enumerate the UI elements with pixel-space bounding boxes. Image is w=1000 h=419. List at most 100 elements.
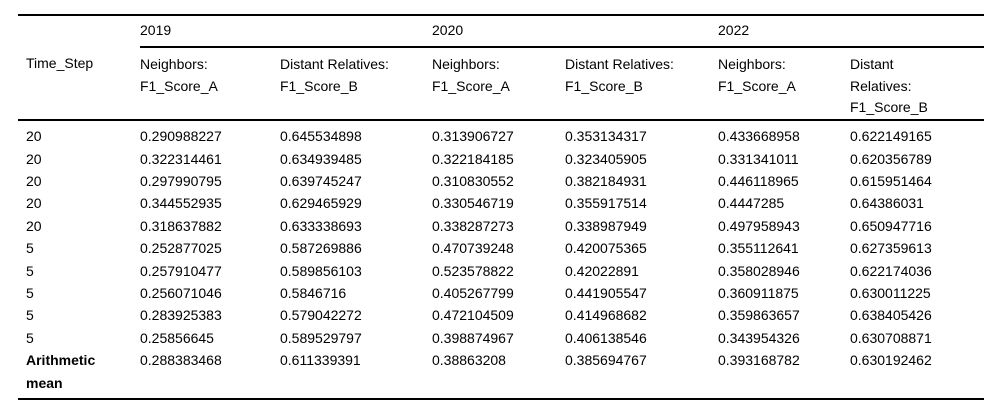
value-cell: 0.393168782: [718, 352, 800, 369]
value-cell: 0.283925383: [140, 307, 222, 324]
group-header-row: 2019 2020 2022: [18, 15, 984, 48]
row-label: 20: [26, 195, 42, 212]
value-cell: 0.420075365: [565, 240, 647, 257]
value-cell: 0.385694767: [565, 352, 647, 369]
table-header: 2019 2020 2022 Time_Step Neighbors: F1_S…: [18, 15, 984, 122]
value-cell: 0.338987949: [565, 217, 647, 234]
column-header-2020-distant-relatives: Distant Relatives: F1_Score_B: [565, 47, 718, 122]
value-cell: 0.290988227: [140, 128, 222, 145]
value-cell: 0.630011225: [850, 284, 931, 301]
column-header-2022-neighbors: Neighbors: F1_Score_A: [718, 47, 850, 122]
row-label: 5: [26, 262, 34, 279]
table-row: Arithmetic mean 0.288383468 0.611339391 0.…: [18, 349, 984, 399]
table-row: 5 0.25856645 0.589529797 0.398874967 0.4061…: [18, 327, 984, 349]
value-cell: 0.630708871: [850, 329, 932, 346]
value-cell: 0.579042272: [280, 307, 362, 324]
column-header-2019-distant-relatives: Distant Relatives: F1_Score_B: [280, 47, 432, 122]
group-header-2022: 2022: [718, 15, 984, 48]
value-cell: 0.358028946: [718, 262, 800, 279]
value-cell: 0.470739248: [432, 240, 514, 257]
value-cell: 0.257910477: [140, 262, 222, 279]
value-cell: 0.331341011: [718, 150, 799, 167]
value-cell: 0.589529797: [280, 329, 362, 346]
value-cell: 0.615951464: [850, 172, 932, 189]
value-cell: 0.441905547: [565, 284, 647, 301]
value-cell: 0.313906727: [432, 128, 514, 145]
value-cell: 0.629465929: [280, 195, 362, 212]
value-cell: 0.330546719: [432, 195, 514, 212]
value-cell: 0.523578822: [432, 262, 514, 279]
value-cell: 0.359863657: [718, 307, 800, 324]
table-wrap: 2019 2020 2022 Time_Step Neighbors: F1_S…: [18, 14, 984, 400]
table-row: 20 0.344552935 0.629465929 0.330546719 0.35…: [18, 192, 984, 214]
value-cell: 0.338287273: [432, 217, 514, 234]
value-cell: 0.587269886: [280, 240, 362, 257]
value-cell: 0.25856645: [140, 329, 214, 346]
value-cell: 0.322314461: [140, 150, 222, 167]
results-table: 2019 2020 2022 Time_Step Neighbors: F1_S…: [18, 14, 984, 400]
value-cell: 0.645534898: [280, 128, 362, 145]
value-cell: 0.630192462: [850, 352, 932, 369]
row-label: 20: [26, 217, 42, 234]
value-cell: 0.256071046: [140, 284, 222, 301]
row-label: 5: [26, 240, 34, 257]
table-row: 5 0.256071046 0.5846716 0.405267799 0.44190…: [18, 282, 984, 304]
table-row: 5 0.283925383 0.579042272 0.472104509 0.414…: [18, 304, 984, 326]
value-cell: 0.622149165: [850, 128, 932, 145]
table-row: 20 0.290988227 0.645534898 0.313906727 0.35…: [18, 120, 984, 147]
value-cell: 0.5846716: [280, 284, 347, 301]
row-label: 5: [26, 329, 34, 346]
value-cell: 0.64386031: [850, 195, 924, 212]
column-header-2022-distant-relatives: Distant Relatives: F1_Score_B: [850, 47, 984, 122]
value-cell: 0.323405905: [565, 150, 647, 167]
value-cell: 0.620356789: [850, 150, 932, 167]
value-cell: 0.318637882: [140, 217, 222, 234]
corner-cell: [18, 15, 140, 47]
value-cell: 0.633338693: [280, 217, 362, 234]
table-row: 5 0.257910477 0.589856103 0.523578822 0.420…: [18, 260, 984, 282]
row-label: 20: [26, 150, 42, 167]
group-header-2020: 2020: [432, 15, 718, 48]
column-header-time-step: Time_Step: [18, 47, 140, 122]
value-cell: 0.310830552: [432, 172, 514, 189]
value-cell: 0.406138546: [565, 329, 647, 346]
value-cell: 0.405267799: [432, 284, 514, 301]
value-cell: 0.42022891: [565, 262, 639, 279]
column-header-2020-neighbors: Neighbors: F1_Score_A: [432, 47, 565, 122]
value-cell: 0.433668958: [718, 128, 800, 145]
table-body: 20 0.290988227 0.645534898 0.313906727 0.35…: [18, 120, 984, 399]
value-cell: 0.382184931: [565, 172, 647, 189]
value-cell: 0.589856103: [280, 262, 362, 279]
row-label: 20: [26, 172, 42, 189]
value-cell: 0.398874967: [432, 329, 514, 346]
value-cell: 0.344552935: [140, 195, 222, 212]
group-header-2019: 2019: [140, 15, 432, 48]
value-cell: 0.252877025: [140, 240, 222, 257]
row-label: Arithmetic mean: [26, 352, 96, 391]
value-cell: 0.355917514: [565, 195, 647, 212]
value-cell: 0.297990795: [140, 172, 222, 189]
table-row: 5 0.252877025 0.587269886 0.470739248 0.420…: [18, 237, 984, 259]
table-row: 20 0.318637882 0.633338693 0.338287273 0.33…: [18, 215, 984, 237]
row-label: 5: [26, 307, 34, 324]
value-cell: 0.355112641: [718, 240, 799, 257]
value-cell: 0.611339391: [280, 352, 361, 369]
table-row: 20 0.297990795 0.639745247 0.310830552 0.38…: [18, 170, 984, 192]
value-cell: 0.634939485: [280, 150, 362, 167]
table-row: 20 0.322314461 0.634939485 0.322184185 0.32…: [18, 148, 984, 170]
value-cell: 0.353134317: [565, 128, 647, 145]
value-cell: 0.639745247: [280, 172, 362, 189]
value-cell: 0.288383468: [140, 352, 222, 369]
value-cell: 0.472104509: [432, 307, 514, 324]
value-cell: 0.38863208: [432, 352, 506, 369]
value-cell: 0.414968682: [565, 307, 647, 324]
row-label: 5: [26, 284, 34, 301]
value-cell: 0.622174036: [850, 262, 932, 279]
value-cell: 0.446118965: [718, 172, 799, 189]
value-cell: 0.4447285: [718, 195, 785, 212]
column-header-2019-neighbors: Neighbors: F1_Score_A: [140, 47, 280, 122]
value-cell: 0.497958943: [718, 217, 800, 234]
column-header-label: Distant Relatives: F1_Score_B: [850, 56, 928, 116]
column-header-row: Time_Step Neighbors: F1_Score_A Distant …: [18, 47, 984, 122]
value-cell: 0.650947716: [850, 217, 932, 234]
